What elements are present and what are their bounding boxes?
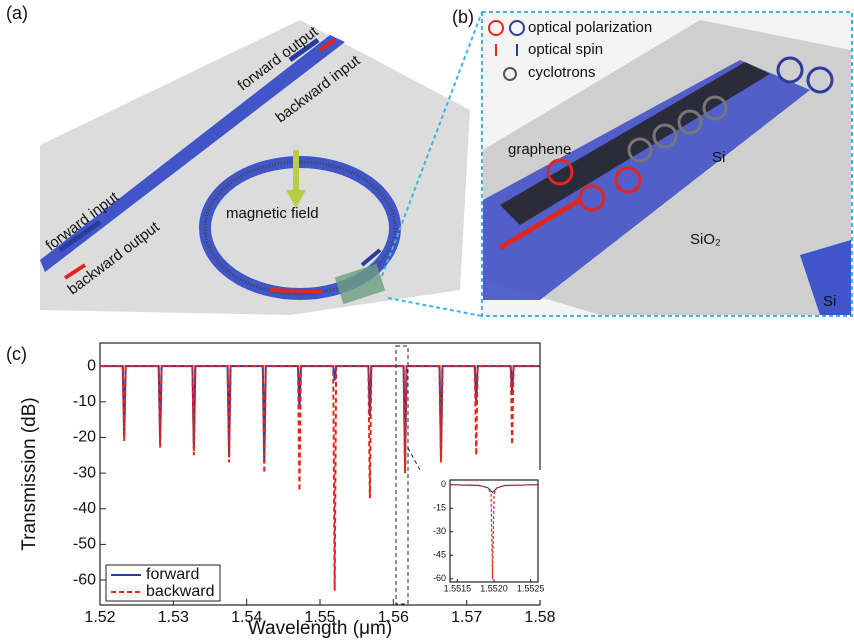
panel-label: (c) (6, 344, 27, 364)
y-tick-label: 0 (87, 357, 96, 374)
y-tick-label: -10 (73, 393, 96, 410)
y-tick-label: -60 (433, 573, 446, 583)
annotation: SiO₂ (690, 231, 721, 248)
legend-label: forward (146, 566, 199, 583)
legend-label: backward (146, 583, 214, 600)
y-tick-label: -45 (433, 550, 446, 560)
panel-label: (a) (6, 3, 28, 23)
y-tick-label: -30 (433, 526, 446, 536)
y-tick-label: -60 (73, 571, 96, 588)
x-tick-label: 1.52 (84, 609, 115, 626)
y-tick-label: -15 (433, 503, 446, 513)
x-tick-label: 1.5515 (444, 584, 472, 594)
zoom-arrow (408, 448, 420, 470)
x-tick-label: 1.5520 (480, 584, 508, 594)
annotation: Si (823, 293, 836, 310)
panel-label: (b) (452, 7, 474, 27)
y-tick-label: -50 (73, 536, 96, 553)
annotation: Si (712, 149, 725, 166)
legend-label: cyclotrons (528, 64, 596, 81)
annotation: magnetic field (226, 205, 319, 222)
legend-label: optical polarization (528, 19, 652, 36)
x-tick-label: 1.58 (524, 609, 555, 626)
ring-arrow-red (270, 290, 322, 292)
page: (a) forward output backward input forwar… (0, 0, 854, 640)
y-tick-label: -30 (73, 464, 96, 481)
figure: (a) forward output backward input forwar… (0, 0, 854, 640)
y-axis-label: Transmission (dB) (19, 397, 40, 550)
x-tick-label: 1.57 (451, 609, 482, 626)
y-tick-label: -20 (73, 429, 96, 446)
x-tick-label: 1.53 (158, 609, 189, 626)
y-tick-label: -40 (73, 500, 96, 517)
legend-label: optical spin (528, 41, 603, 58)
x-tick-label: 1.5525 (517, 584, 545, 594)
x-axis-label: Wavelength (μm) (248, 618, 392, 639)
zoom-line (388, 298, 482, 316)
annotation: graphene (508, 141, 571, 158)
y-tick-label: 0 (441, 479, 446, 489)
